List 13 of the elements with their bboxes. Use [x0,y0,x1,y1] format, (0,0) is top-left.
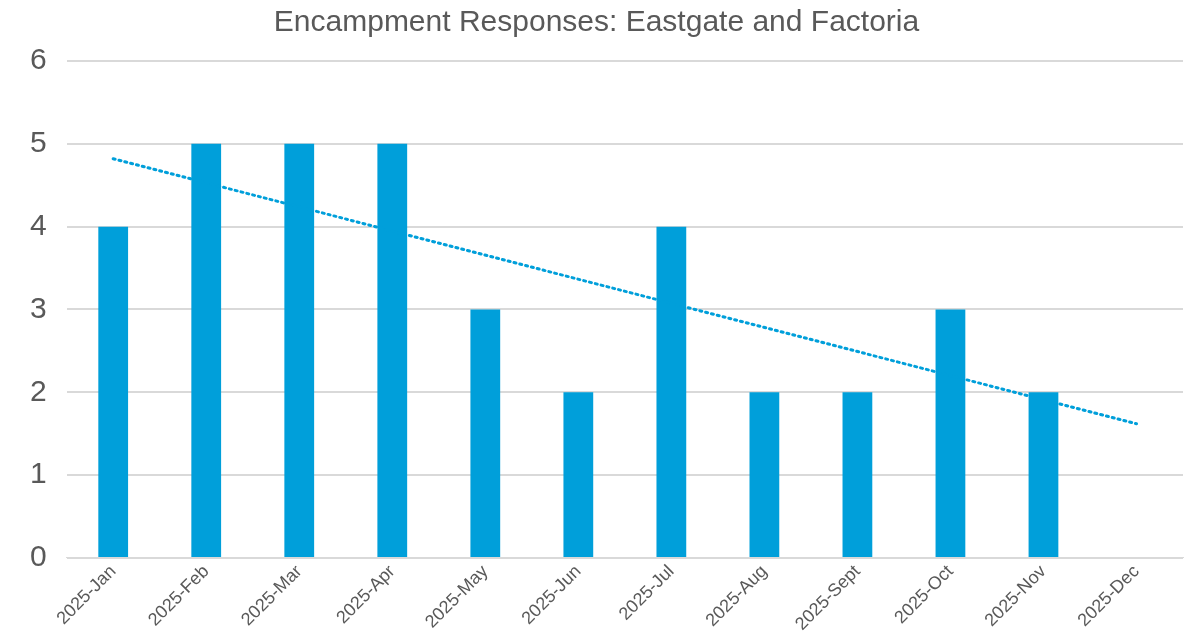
bar [563,392,594,557]
y-tick-label: 0 [30,539,47,573]
y-tick-label: 2 [30,373,47,407]
y-tick-label: 3 [30,290,47,324]
y-tick-label: 1 [30,456,47,490]
bar [749,392,780,557]
bar [842,392,873,557]
chart-title: Encampment Responses: Eastgate and Factoria [273,4,920,38]
y-tick-label: 4 [30,207,47,241]
y-tick-label: 6 [30,42,47,76]
y-tick-label: 5 [30,125,47,159]
bar [470,309,501,557]
bar [98,226,129,557]
